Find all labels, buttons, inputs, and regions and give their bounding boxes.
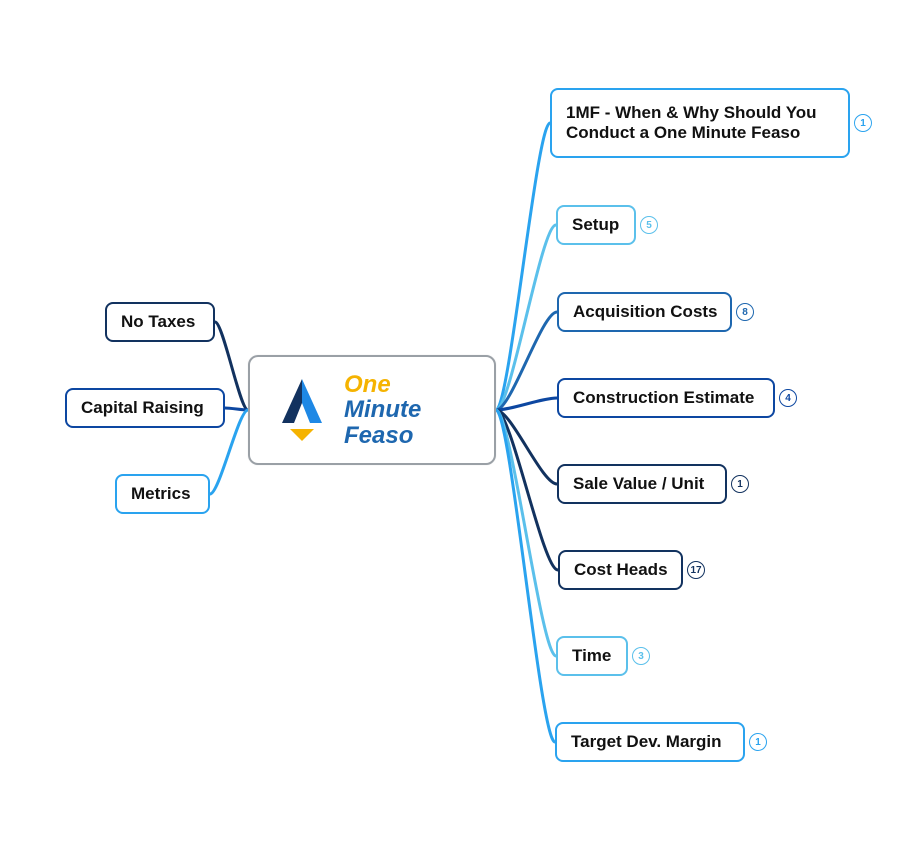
node-capital-raising[interactable]: Capital Raising <box>65 388 225 428</box>
badge-acq-costs: 8 <box>736 303 754 321</box>
badge-cost-heads: 17 <box>687 561 705 579</box>
badge-construction: 4 <box>779 389 797 407</box>
node-acq-costs[interactable]: Acquisition Costs <box>557 292 732 332</box>
node-no-taxes[interactable]: No Taxes <box>105 302 215 342</box>
node-time[interactable]: Time <box>556 636 628 676</box>
badge-time: 3 <box>632 647 650 665</box>
mindmap-canvas: One Minute Feaso No Taxes Capital Raising… <box>0 0 902 864</box>
badge-when-why: 1 <box>854 114 872 132</box>
center-node[interactable]: One Minute Feaso <box>248 355 496 465</box>
node-label: Metrics <box>131 484 191 504</box>
node-sale-value[interactable]: Sale Value / Unit <box>557 464 727 504</box>
node-setup[interactable]: Setup <box>556 205 636 245</box>
logo-mark <box>270 375 334 445</box>
node-label: 1MF - When & Why Should YouConduct a One… <box>566 103 817 143</box>
node-metrics[interactable]: Metrics <box>115 474 210 514</box>
node-label: Cost Heads <box>574 560 668 580</box>
badge-sale-value: 1 <box>731 475 749 493</box>
node-target-margin[interactable]: Target Dev. Margin <box>555 722 745 762</box>
node-label: Capital Raising <box>81 398 204 418</box>
node-label: Time <box>572 646 611 666</box>
node-when-why[interactable]: 1MF - When & Why Should YouConduct a One… <box>550 88 850 158</box>
node-cost-heads[interactable]: Cost Heads <box>558 550 683 590</box>
node-label: Construction Estimate <box>573 388 754 408</box>
badge-target-margin: 1 <box>749 733 767 751</box>
node-label: Acquisition Costs <box>573 302 718 322</box>
badge-setup: 5 <box>640 216 658 234</box>
logo-line3: Feaso <box>344 423 421 448</box>
node-label: Setup <box>572 215 619 235</box>
logo-line1: One <box>344 372 421 397</box>
logo-text: One Minute Feaso <box>344 372 421 448</box>
node-construction[interactable]: Construction Estimate <box>557 378 775 418</box>
logo-line2: Minute <box>344 397 421 422</box>
node-label: Sale Value / Unit <box>573 474 704 494</box>
node-label: Target Dev. Margin <box>571 732 722 752</box>
node-label: No Taxes <box>121 312 195 332</box>
center-logo: One Minute Feaso <box>270 372 421 448</box>
